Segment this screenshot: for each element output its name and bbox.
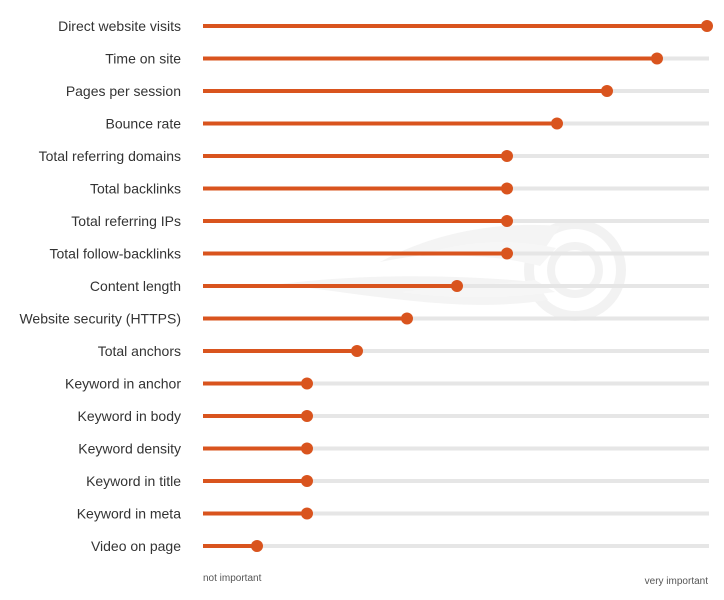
x-axis-max-label: very important [645, 576, 709, 587]
category-label: Keyword in title [86, 473, 181, 489]
chart-row: Content length [90, 278, 709, 294]
value-dot [451, 280, 463, 292]
category-label: Bounce rate [106, 116, 182, 132]
value-dot [501, 215, 513, 227]
category-label: Total referring IPs [71, 213, 181, 229]
value-dot [601, 85, 613, 97]
category-label: Direct website visits [58, 18, 181, 34]
chart-row: Direct website visits [58, 18, 713, 34]
value-dot [301, 410, 313, 422]
category-label: Keyword density [78, 441, 181, 457]
chart-row: Total referring domains [39, 148, 709, 164]
value-dot [501, 182, 513, 195]
chart-row: Keyword in anchor [65, 376, 709, 392]
chart-row: Total backlinks [90, 181, 709, 197]
value-dot [501, 247, 513, 260]
value-dot [251, 540, 263, 552]
category-label: Total backlinks [90, 181, 181, 197]
chart-row: Video on page [91, 538, 709, 554]
chart-row: Keyword in body [77, 408, 709, 424]
category-label: Website security (HTTPS) [19, 311, 181, 327]
chart-row: Keyword in meta [77, 506, 709, 522]
x-axis-min-label: not important [203, 573, 262, 584]
chart-row: Keyword in title [86, 473, 709, 489]
chart-row: Total anchors [98, 343, 709, 359]
value-dot [401, 312, 413, 325]
category-label: Keyword in anchor [65, 376, 181, 392]
semrush-fireball-logo [280, 219, 626, 321]
chart-row: Website security (HTTPS) [19, 311, 709, 327]
value-dot [301, 377, 313, 390]
category-label: Keyword in body [77, 408, 181, 424]
chart-row: Time on site [105, 51, 709, 67]
chart-row: Pages per session [66, 83, 709, 99]
value-dot [351, 345, 363, 357]
value-dot [551, 117, 563, 130]
value-dot [501, 150, 513, 162]
chart-row: Bounce rate [106, 116, 709, 132]
chart-row: Total follow-backlinks [50, 246, 709, 262]
value-dot [301, 475, 313, 487]
chart-row: Total referring IPs [71, 213, 709, 229]
value-dot [301, 442, 313, 455]
chart-row: Keyword density [78, 441, 709, 457]
category-label: Total anchors [98, 343, 181, 359]
category-label: Pages per session [66, 83, 181, 99]
value-dot [701, 20, 713, 32]
value-dot [651, 52, 663, 65]
category-label: Total follow-backlinks [50, 246, 182, 262]
category-label: Content length [90, 278, 181, 294]
category-label: Keyword in meta [77, 506, 181, 522]
category-label: Video on page [91, 538, 181, 554]
value-dot [301, 507, 313, 520]
category-label: Time on site [105, 51, 181, 67]
category-label: Total referring domains [39, 148, 181, 164]
